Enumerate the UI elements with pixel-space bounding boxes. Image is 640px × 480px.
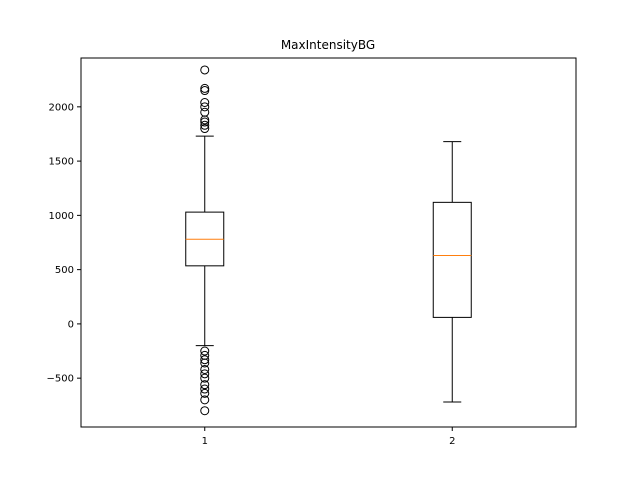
y-tick-label: 1000 [49,211,74,222]
outlier-point [200,86,210,96]
outlier-point [200,380,210,390]
outlier-point [200,355,210,365]
outlier-point [200,107,210,117]
outlier-point [200,384,210,394]
outlier-point [200,65,210,75]
outlier-point [200,102,210,112]
x-tick-label: 2 [449,436,455,447]
outlier-point [200,406,210,416]
outlier-point [200,97,210,107]
outlier-point [200,124,210,134]
outlier-point [200,358,210,368]
outlier-point [200,395,210,405]
y-tick-label: −500 [47,374,74,385]
outlier-point [200,388,210,398]
y-tick-label: 2000 [49,102,74,113]
chart-title: MaxIntensityBG [281,38,375,52]
axes-frame [80,57,577,428]
y-tick-label: 0 [68,319,74,330]
plot-area: −500 0 500 1000 1500 2000 1 2 [47,57,577,447]
iqr-box [432,201,472,318]
outlier-point [200,83,210,93]
outlier-point [200,373,210,383]
y-tick-label: 500 [55,265,74,276]
outlier-point [200,117,210,127]
y-tick-label: 1500 [49,157,74,168]
outlier-point [200,120,210,130]
outlier-point [200,369,210,379]
x-tick-label: 1 [202,436,208,447]
outlier-point [200,364,210,374]
outlier-point [200,346,210,356]
